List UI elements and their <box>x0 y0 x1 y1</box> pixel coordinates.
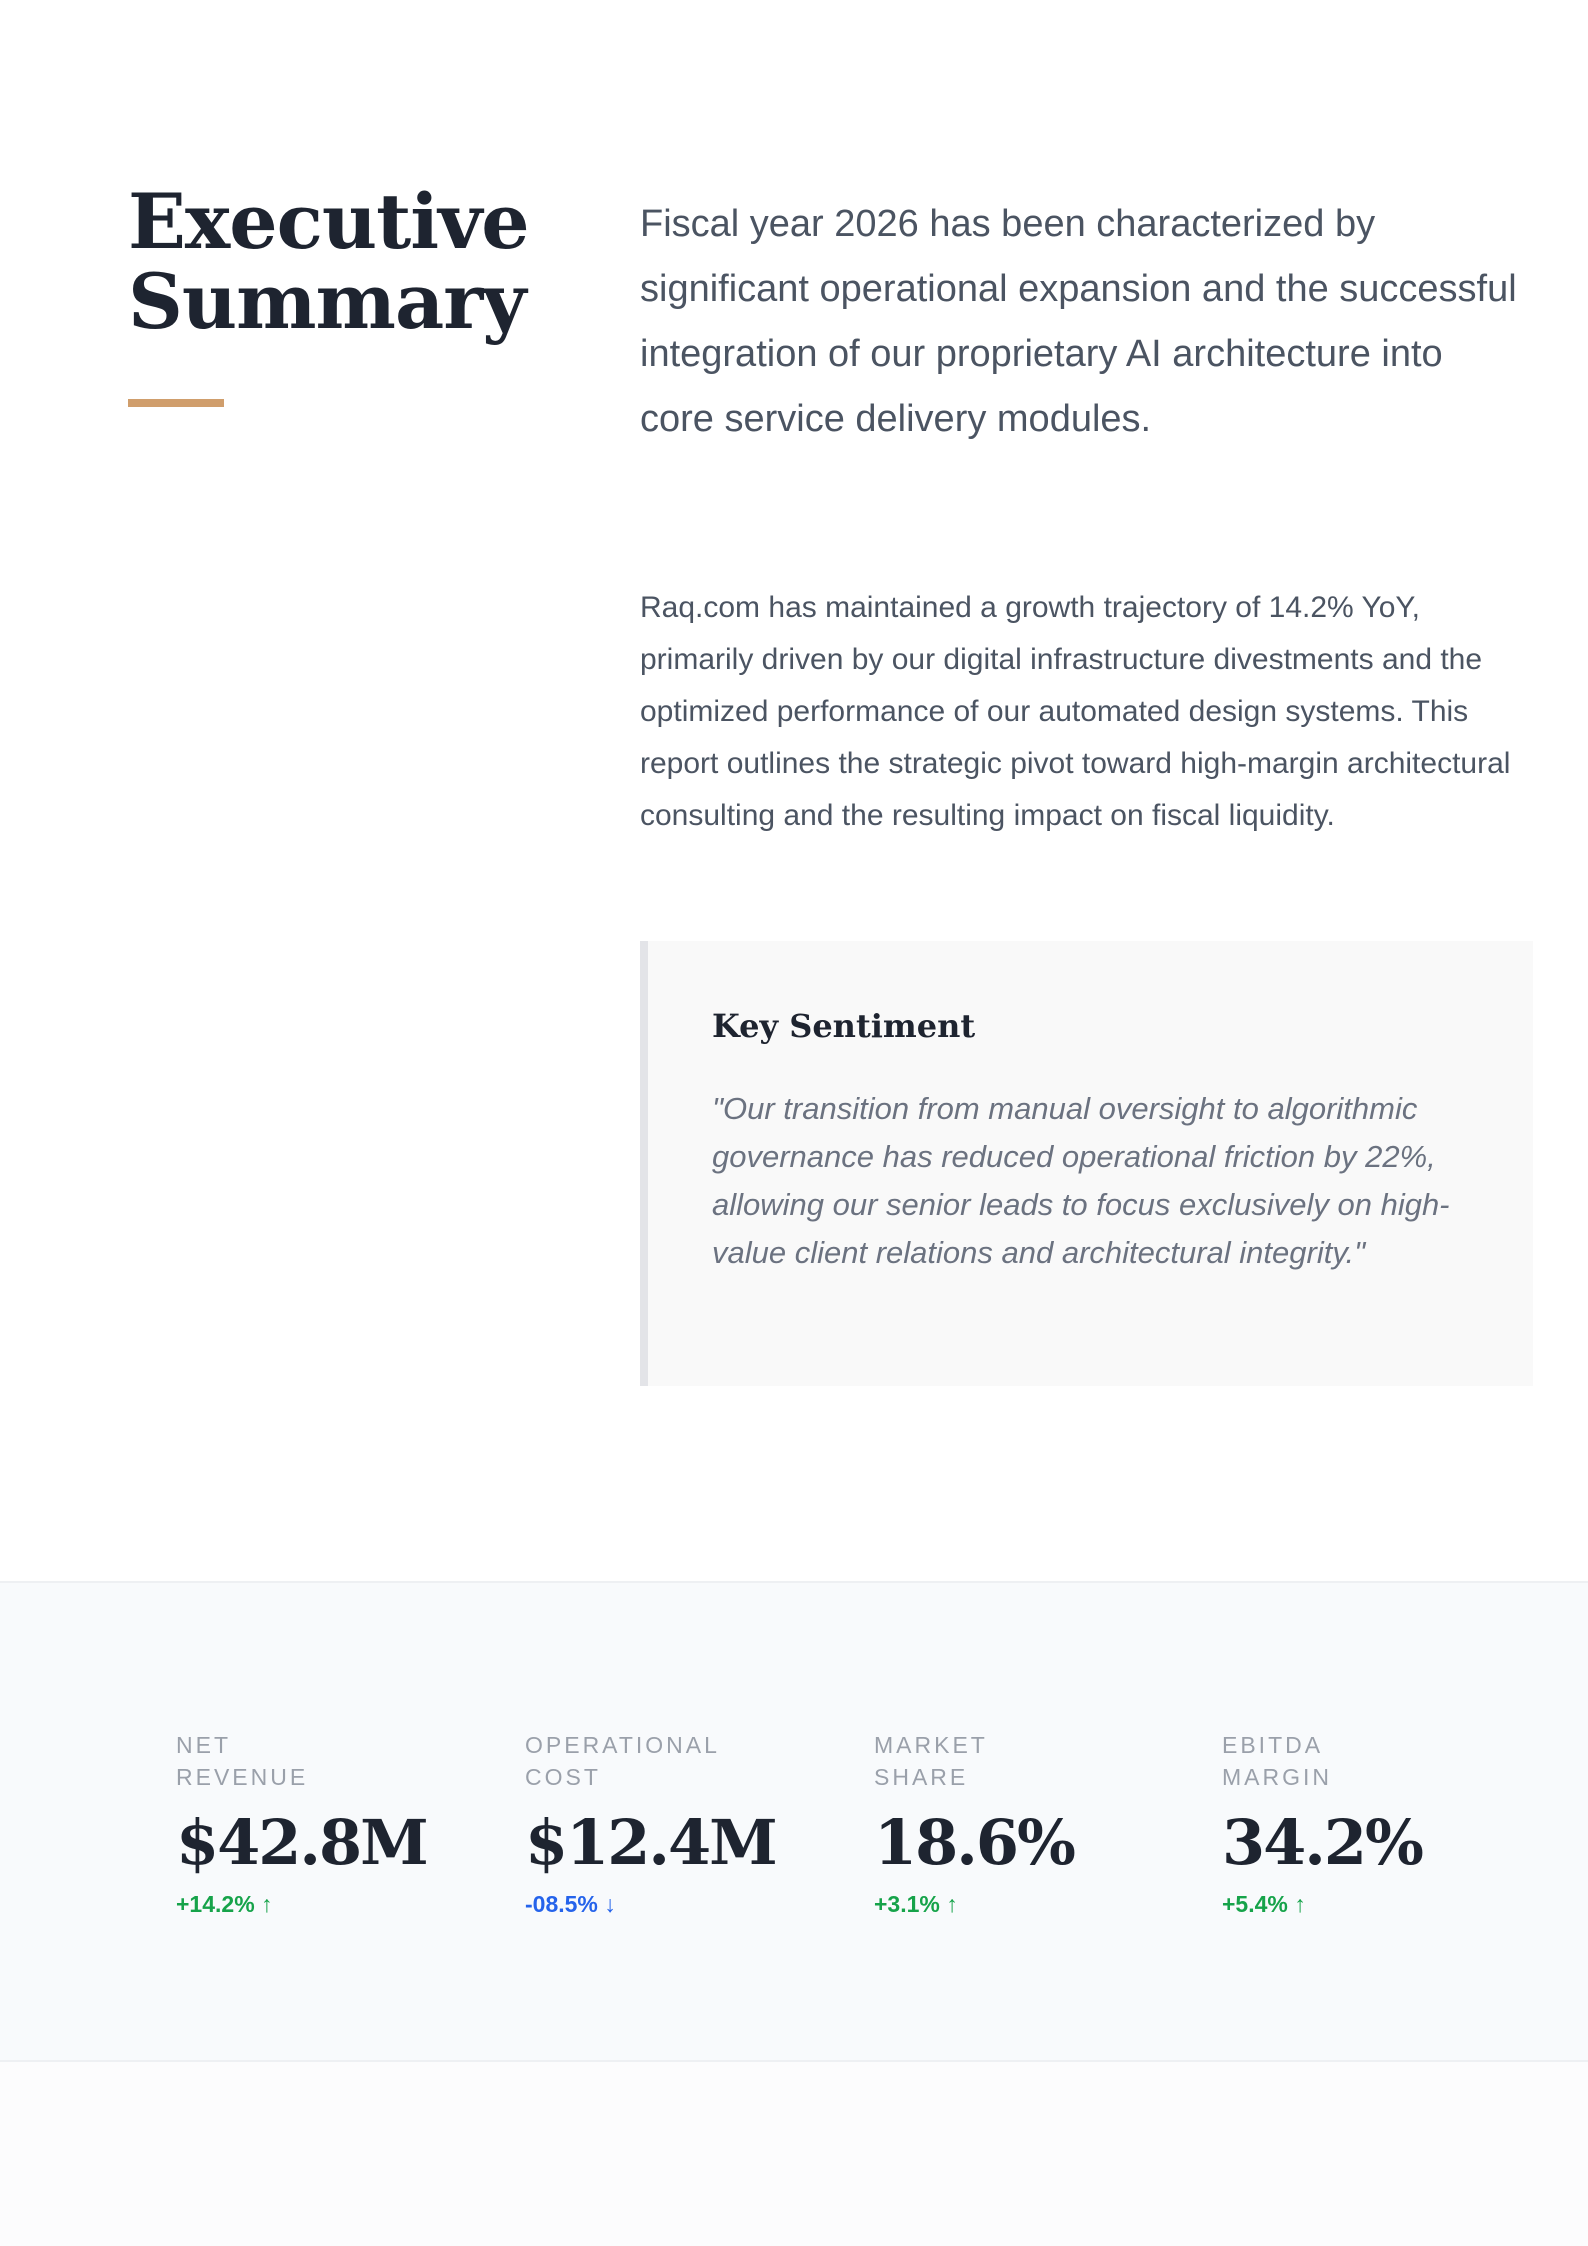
stats-band: Net Revenue $42.8M +14.2% ↑ Operational Co… <box>0 1581 1588 2062</box>
body-paragraph: Raq.com has maintained a growth trajecto… <box>640 591 1511 832</box>
stat-label: Market Share <box>874 1732 988 1790</box>
key-sentiment-callout: Key Sentiment "Our transition from manua… <box>640 941 1533 1386</box>
stat-change: +5.4% ↑ <box>1222 1891 1306 1917</box>
page-footer-area <box>0 2062 1588 2246</box>
stat-change: +3.1% ↑ <box>874 1891 958 1917</box>
stat-label: EBITDA Margin <box>1222 1732 1332 1790</box>
page-title: Executive Summary <box>128 182 530 342</box>
title-line-2: Summary <box>128 257 526 346</box>
stat-ebitda-margin: EBITDA Margin 34.2% +5.4% ↑ <box>1222 1729 1542 1918</box>
stat-operational-cost: Operational Cost $12.4M -08.5% ↓ <box>525 1729 845 1918</box>
stat-value: 18.6% <box>874 1806 1076 1879</box>
stat-label: Net Revenue <box>176 1732 309 1790</box>
stat-label: Operational Cost <box>525 1732 720 1790</box>
stat-change: -08.5% ↓ <box>525 1891 616 1917</box>
stat-value: $42.8M <box>176 1806 429 1879</box>
accent-divider <box>128 399 224 407</box>
stat-change: +14.2% ↑ <box>176 1891 273 1917</box>
callout-quote: "Our transition from manual oversight to… <box>712 1091 1450 1270</box>
callout-title: Key Sentiment <box>712 1007 976 1045</box>
stat-value: $12.4M <box>525 1806 778 1879</box>
stat-value: 34.2% <box>1222 1806 1424 1879</box>
lead-paragraph: Fiscal year 2026 has been characterized … <box>640 203 1517 440</box>
title-line-1: Executive <box>128 177 530 266</box>
stat-net-revenue: Net Revenue $42.8M +14.2% ↑ <box>176 1729 496 1918</box>
stat-market-share: Market Share 18.6% +3.1% ↑ <box>874 1729 1194 1918</box>
